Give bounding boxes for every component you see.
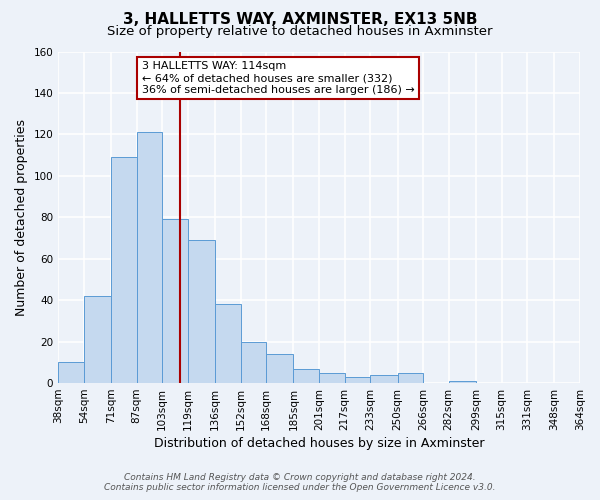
Text: Contains HM Land Registry data © Crown copyright and database right 2024.
Contai: Contains HM Land Registry data © Crown c… [104,473,496,492]
Bar [162,220,188,383]
Bar [188,240,215,383]
Bar [398,372,423,383]
Text: 3 HALLETTS WAY: 114sqm
← 64% of detached houses are smaller (332)
36% of semi-de: 3 HALLETTS WAY: 114sqm ← 64% of detached… [142,62,415,94]
Bar [344,377,370,383]
Text: Size of property relative to detached houses in Axminster: Size of property relative to detached ho… [107,25,493,38]
Bar [111,157,137,383]
Bar [319,372,344,383]
Bar [293,368,319,383]
Bar [449,381,476,383]
Bar [215,304,241,383]
X-axis label: Distribution of detached houses by size in Axminster: Distribution of detached houses by size … [154,437,484,450]
Bar [84,296,111,383]
Y-axis label: Number of detached properties: Number of detached properties [15,119,28,316]
Bar [137,132,162,383]
Bar [241,342,266,383]
Bar [370,375,398,383]
Bar [266,354,293,383]
Text: 3, HALLETTS WAY, AXMINSTER, EX13 5NB: 3, HALLETTS WAY, AXMINSTER, EX13 5NB [123,12,477,28]
Bar [58,362,84,383]
